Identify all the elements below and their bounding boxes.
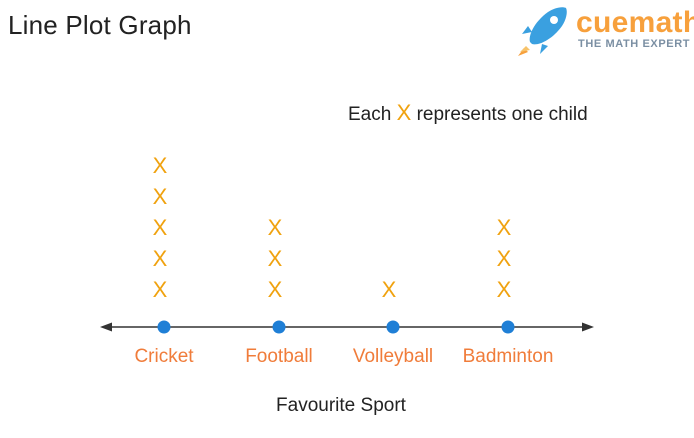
category-label: Badminton [463, 346, 554, 367]
arrow-right-icon [582, 322, 594, 332]
rocket-icon [518, 7, 567, 56]
x-mark: X [153, 277, 168, 302]
category-point [386, 320, 400, 334]
legend: Each X represents one child [348, 100, 608, 127]
category-point [272, 320, 286, 334]
brand-logo: cuemath THE MATH EXPERT [514, 2, 694, 58]
x-mark: X [153, 184, 168, 209]
x-mark: X [268, 277, 283, 302]
category-label: Cricket [134, 346, 194, 367]
x-mark: X [268, 215, 283, 240]
legend-suffix: represents one child [416, 104, 588, 125]
x-axis-label: Favourite Sport [276, 395, 406, 416]
x-mark: X [153, 246, 168, 271]
x-mark: X [382, 277, 397, 302]
category-label: Football [245, 346, 313, 367]
page-title: Line Plot Graph [8, 10, 192, 40]
brand-tagline: THE MATH EXPERT [578, 38, 691, 50]
legend-marker: X [396, 100, 412, 125]
x-mark: X [153, 153, 168, 178]
x-mark: X [497, 246, 512, 271]
brand-name: cuemath [576, 6, 694, 39]
x-mark: X [497, 277, 512, 302]
category-point [157, 320, 171, 334]
legend-prefix: Each [348, 104, 392, 125]
category-label: Volleyball [353, 346, 433, 367]
arrow-left-icon [100, 322, 112, 332]
category-point [501, 320, 515, 334]
x-mark: X [153, 215, 168, 240]
x-mark: X [497, 215, 512, 240]
x-mark: X [268, 246, 283, 271]
